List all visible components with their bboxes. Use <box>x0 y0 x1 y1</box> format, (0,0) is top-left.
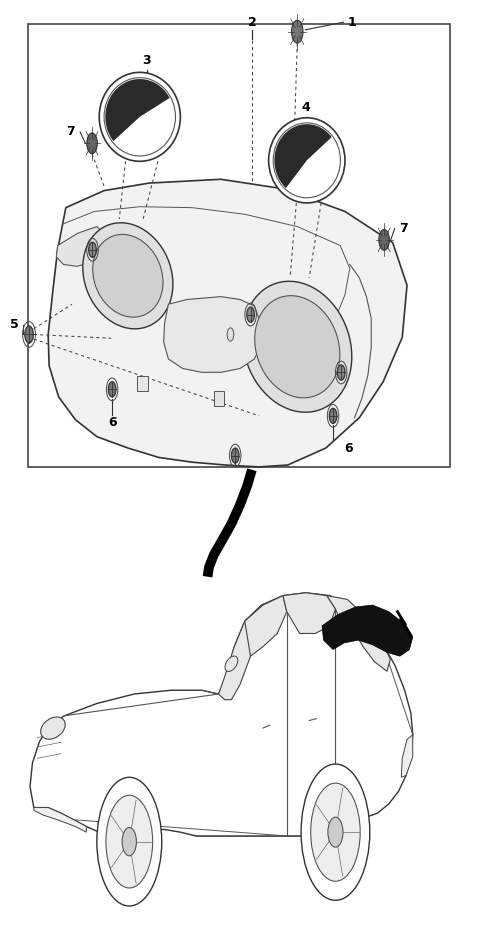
Text: 6: 6 <box>345 442 353 456</box>
Circle shape <box>87 133 97 154</box>
Polygon shape <box>245 596 287 656</box>
Polygon shape <box>30 593 413 836</box>
Polygon shape <box>327 596 360 631</box>
Circle shape <box>231 448 239 463</box>
FancyBboxPatch shape <box>214 391 224 406</box>
Ellipse shape <box>243 281 352 412</box>
Circle shape <box>301 764 370 901</box>
FancyBboxPatch shape <box>28 24 450 467</box>
Circle shape <box>329 408 337 423</box>
Circle shape <box>227 327 234 341</box>
Polygon shape <box>34 808 86 832</box>
Polygon shape <box>164 297 262 372</box>
Circle shape <box>89 242 96 257</box>
FancyBboxPatch shape <box>137 376 148 391</box>
Polygon shape <box>218 605 263 699</box>
Ellipse shape <box>93 234 163 317</box>
Circle shape <box>122 828 136 856</box>
Circle shape <box>25 326 34 343</box>
Text: 2: 2 <box>248 16 256 28</box>
Ellipse shape <box>41 717 65 739</box>
Ellipse shape <box>99 72 180 161</box>
Ellipse shape <box>255 296 340 398</box>
Text: 4: 4 <box>301 101 310 114</box>
Polygon shape <box>105 79 169 141</box>
Text: 1: 1 <box>348 16 357 28</box>
Circle shape <box>308 373 315 386</box>
Polygon shape <box>275 124 332 188</box>
Text: 5: 5 <box>11 319 19 331</box>
Polygon shape <box>56 227 107 267</box>
Circle shape <box>311 783 360 882</box>
Circle shape <box>108 381 116 397</box>
Text: 7: 7 <box>66 125 75 139</box>
Circle shape <box>337 365 345 380</box>
Polygon shape <box>283 593 336 634</box>
Polygon shape <box>322 605 413 656</box>
Text: 7: 7 <box>399 222 408 235</box>
Circle shape <box>247 307 254 322</box>
Circle shape <box>97 777 162 906</box>
Ellipse shape <box>83 223 173 328</box>
Circle shape <box>379 230 389 251</box>
Ellipse shape <box>225 656 238 672</box>
Circle shape <box>328 817 343 847</box>
Text: 6: 6 <box>108 416 117 429</box>
Polygon shape <box>48 179 407 467</box>
Text: 3: 3 <box>143 53 151 66</box>
Polygon shape <box>401 735 413 777</box>
Circle shape <box>291 20 303 43</box>
Polygon shape <box>354 612 390 671</box>
Ellipse shape <box>269 118 345 203</box>
Circle shape <box>106 795 153 888</box>
